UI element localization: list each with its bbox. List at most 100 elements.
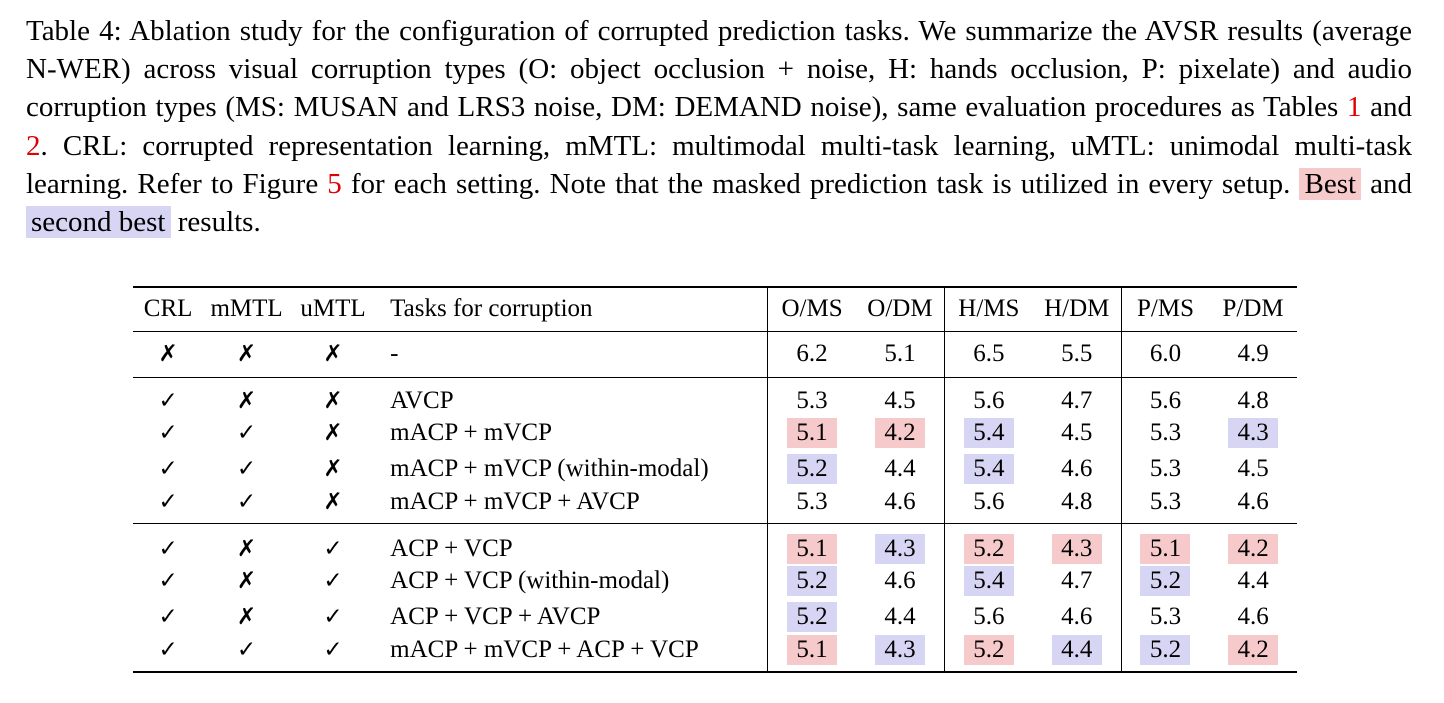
value-cell-h-dm: 4.3 bbox=[1033, 523, 1122, 564]
value-cell-p-dm: 4.5 bbox=[1209, 451, 1297, 487]
value-cell-o-dm: 4.6 bbox=[856, 564, 945, 600]
mmtl-mark: ✗ bbox=[203, 523, 290, 564]
value-h-ms: 5.6 bbox=[973, 386, 1005, 414]
crl-mark-text: ✓ bbox=[158, 568, 178, 595]
value-cell-p-ms: 5.3 bbox=[1120, 486, 1210, 523]
value-cell-h-dm: 4.7 bbox=[1033, 564, 1122, 600]
umtl-mark-text: ✗ bbox=[323, 341, 343, 367]
value-cell-h-ms: 5.6 bbox=[943, 486, 1033, 523]
value-cell-o-ms: 5.2 bbox=[767, 599, 856, 635]
crl-mark: ✓ bbox=[133, 416, 203, 452]
crl-mark-text: ✓ bbox=[158, 636, 178, 663]
header-o-ms: O/MS bbox=[767, 287, 856, 331]
header-umtl: uMTL bbox=[300, 295, 366, 323]
value-h-ms: 5.6 bbox=[973, 487, 1005, 515]
crl-mark: ✓ bbox=[133, 523, 203, 564]
value-p-dm: 4.6 bbox=[1237, 602, 1269, 630]
value-cell-o-ms: 5.1 bbox=[767, 415, 856, 451]
mmtl-mark-text: ✗ bbox=[236, 535, 257, 562]
mmtl-mark: ✗ bbox=[203, 599, 290, 635]
value-o-ms: 5.3 bbox=[796, 487, 828, 515]
value-p-dm: 4.2 bbox=[1228, 533, 1279, 564]
baseline-group: ✗ ✗ ✗ - 6.2 5.1 6.5 5.5 6.0 4.9 bbox=[133, 331, 1297, 377]
task-cell-text: ACP + VCP bbox=[390, 534, 513, 562]
value-o-ms: 5.1 bbox=[787, 533, 838, 564]
caption-and-1: and bbox=[1361, 91, 1412, 124]
value-o-dm: 4.5 bbox=[884, 386, 916, 414]
value-cell-h-dm: 5.5 bbox=[1033, 331, 1122, 377]
umtl-mark: ✓ bbox=[290, 564, 376, 600]
value-cell-o-dm: 4.6 bbox=[856, 487, 945, 524]
table-row: ✓ ✗ ✗ AVCP 5.3 4.5 5.6 4.7 5.6 4.8 bbox=[133, 377, 1297, 416]
value-h-ms: 5.4 bbox=[963, 566, 1014, 597]
value-o-ms: 6.2 bbox=[796, 340, 828, 367]
mmtl-mark: ✓ bbox=[203, 416, 290, 452]
header-mmtl: mMTL bbox=[210, 295, 283, 323]
task-cell: mACP + mVCP (within-modal) bbox=[376, 451, 768, 487]
crl-mark-text: ✓ bbox=[158, 420, 178, 447]
mmtl-mark-text: ✗ bbox=[236, 341, 257, 367]
value-cell-o-ms: 5.2 bbox=[767, 563, 856, 599]
header-tasks: Tasks for corruption bbox=[390, 295, 593, 323]
value-p-dm: 4.3 bbox=[1228, 418, 1279, 449]
value-h-dm: 4.5 bbox=[1061, 419, 1093, 447]
crl-mark-text: ✗ bbox=[158, 341, 178, 367]
value-h-dm: 4.7 bbox=[1061, 567, 1093, 595]
table-2-ref-link[interactable]: 2 bbox=[26, 129, 41, 162]
figure-5-ref-link[interactable]: 5 bbox=[327, 167, 342, 200]
value-cell-h-dm: 4.6 bbox=[1033, 599, 1122, 635]
table-1-ref-link[interactable]: 1 bbox=[1346, 91, 1362, 124]
value-cell-o-ms: 5.1 bbox=[767, 634, 856, 672]
value-p-dm: 4.4 bbox=[1237, 567, 1269, 595]
mmtl-mark-text: ✗ bbox=[236, 603, 257, 630]
table-header-row: CRL mMTL uMTL Tasks for corruption O/MS … bbox=[133, 287, 1297, 331]
mmtl-mark-text: ✓ bbox=[236, 455, 257, 482]
value-cell-h-dm: 4.4 bbox=[1033, 634, 1122, 672]
value-o-ms: 5.3 bbox=[796, 386, 828, 414]
value-cell-h-ms: 5.2 bbox=[943, 634, 1033, 672]
task-cell: mACP + mVCP + AVCP bbox=[376, 487, 768, 524]
value-o-dm: 4.2 bbox=[874, 418, 925, 449]
umtl-mark-text: ✗ bbox=[323, 420, 343, 447]
value-p-ms: 5.2 bbox=[1140, 566, 1191, 597]
value-cell-h-ms: 5.4 bbox=[943, 451, 1033, 487]
umtl-mark: ✓ bbox=[290, 523, 376, 564]
task-cell: ACP + VCP + AVCP bbox=[376, 599, 768, 635]
value-h-dm: 4.7 bbox=[1061, 386, 1093, 414]
task-cell-text: mACP + mVCP + AVCP bbox=[390, 487, 640, 515]
value-o-dm: 4.3 bbox=[874, 533, 925, 564]
mmtl-mark-text: ✗ bbox=[236, 387, 257, 414]
best-legend-swatch: Best bbox=[1299, 167, 1362, 200]
crl-mark: ✓ bbox=[133, 451, 203, 487]
value-cell-h-ms: 6.5 bbox=[943, 331, 1033, 377]
value-h-ms: 6.5 bbox=[973, 340, 1005, 367]
value-h-dm: 4.4 bbox=[1051, 634, 1102, 665]
value-cell-p-ms: 5.6 bbox=[1120, 377, 1210, 416]
header-crl: CRL bbox=[143, 295, 193, 323]
value-p-ms: 5.3 bbox=[1149, 602, 1182, 630]
value-cell-h-dm: 4.6 bbox=[1033, 451, 1122, 487]
value-cell-h-dm: 4.7 bbox=[1033, 377, 1122, 416]
value-cell-p-dm: 4.8 bbox=[1209, 377, 1297, 416]
value-cell-o-dm: 4.4 bbox=[856, 599, 945, 635]
value-o-dm: 4.3 bbox=[874, 634, 925, 665]
caption-text-1: Table 4: Ablation study for the configur… bbox=[26, 15, 1412, 124]
umtl-mark: ✗ bbox=[290, 331, 376, 377]
value-cell-o-ms: 5.3 bbox=[767, 377, 856, 416]
crl-mark: ✓ bbox=[133, 599, 203, 635]
value-o-dm: 4.4 bbox=[884, 602, 916, 630]
value-p-dm: 4.8 bbox=[1237, 386, 1269, 414]
task-cell-text: - bbox=[390, 340, 399, 367]
value-cell-h-dm: 4.8 bbox=[1033, 487, 1122, 524]
umtl-mark-text: ✗ bbox=[323, 455, 343, 482]
caption-text-2: . CRL: corrupted representation learning… bbox=[26, 129, 1412, 200]
value-p-ms: 5.6 bbox=[1149, 386, 1182, 414]
mmtl-mark-text: ✓ bbox=[236, 488, 257, 515]
value-cell-p-ms: 5.2 bbox=[1120, 563, 1210, 599]
task-cell-text: mACP + mVCP + ACP + VCP bbox=[390, 635, 699, 663]
value-h-dm: 4.6 bbox=[1061, 454, 1093, 482]
value-cell-p-ms: 5.3 bbox=[1120, 451, 1210, 487]
task-cell-text: mACP + mVCP bbox=[390, 419, 552, 447]
mmtl-group: ✓ ✗ ✗ AVCP 5.3 4.5 5.6 4.7 5.6 4.8 ✓ ✓ ✗ mACP + mVCP 5… bbox=[133, 377, 1297, 523]
value-cell-p-dm: 4.4 bbox=[1209, 564, 1297, 600]
